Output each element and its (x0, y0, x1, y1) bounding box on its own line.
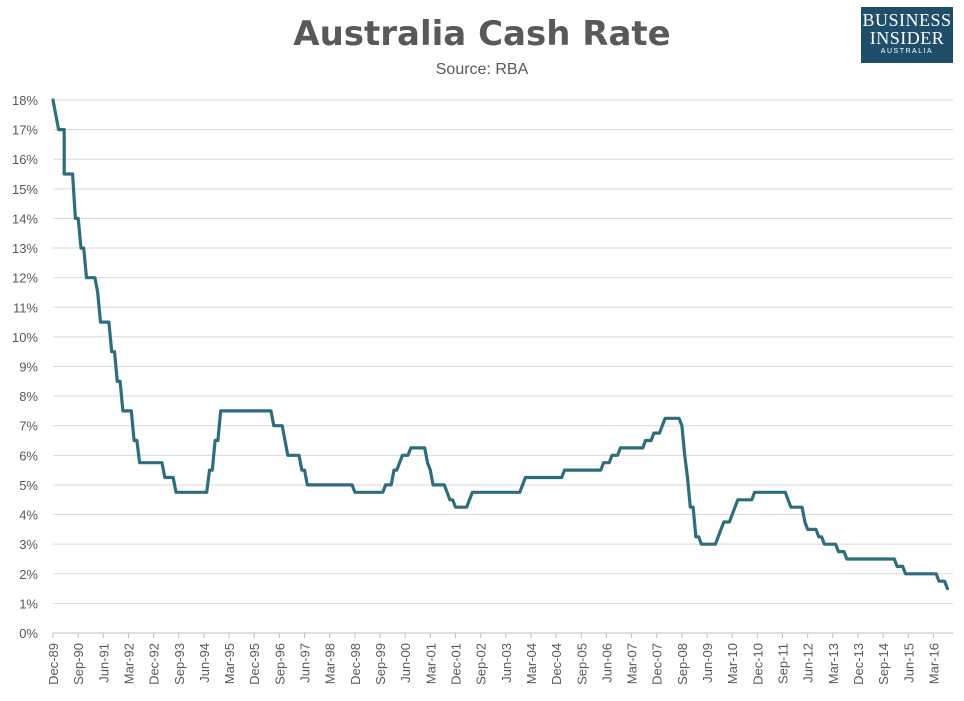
x-tick-label: Mar-98 (323, 643, 338, 684)
x-tick-label: Dec-07 (650, 643, 665, 685)
y-tick-label: 10% (12, 330, 38, 345)
y-tick-label: 5% (19, 478, 38, 493)
y-tick-label: 15% (12, 182, 38, 197)
x-tick-label: Mar-13 (826, 643, 841, 684)
x-tick-label: Dec-04 (549, 643, 564, 685)
x-tick-label: Sep-05 (574, 643, 589, 685)
x-tick-label: Dec-98 (348, 643, 363, 685)
x-tick-label: Dec-01 (448, 643, 463, 685)
x-tick-label: Mar-92 (121, 643, 136, 684)
y-tick-label: 14% (12, 211, 38, 226)
x-tick-label: Mar-16 (926, 643, 941, 684)
y-tick-label: 0% (19, 626, 38, 641)
x-tick-label: Mar-10 (725, 643, 740, 684)
x-tick-label: Sep-96 (272, 643, 287, 685)
logo-text-business: BUSINESS (862, 10, 952, 30)
chart-subtitle: Source: RBA (435, 61, 529, 78)
y-tick-label: 18% (12, 93, 38, 108)
x-tick-label: Jun-12 (801, 643, 816, 683)
x-tick-label: Sep-99 (373, 643, 388, 685)
x-tick-label: Sep-02 (474, 643, 489, 685)
x-tick-label: Dec-89 (46, 643, 61, 685)
y-tick-label: 17% (12, 123, 38, 138)
x-tick-label: Jun-00 (398, 643, 413, 683)
y-tick-label: 4% (19, 508, 38, 523)
x-tick-label: Jun-97 (298, 643, 313, 683)
y-tick-label: 8% (19, 389, 38, 404)
chart-title: Australia Cash Rate (293, 14, 671, 54)
x-tick-label: Dec-95 (247, 643, 262, 685)
y-tick-label: 7% (19, 419, 38, 434)
logo-text-insider: INSIDER (869, 28, 945, 48)
x-tick-label: Sep-93 (172, 643, 187, 685)
y-tick-label: 16% (12, 152, 38, 167)
y-tick-label: 12% (12, 271, 38, 286)
y-tick-label: 9% (19, 360, 38, 375)
y-tick-label: 6% (19, 448, 38, 463)
y-tick-label: 11% (13, 300, 38, 315)
x-tick-label: Jun-09 (700, 643, 715, 683)
x-tick-label: Mar-07 (625, 643, 640, 684)
x-tick-label: Jun-03 (499, 643, 514, 683)
x-tick-label: Sep-90 (71, 643, 86, 685)
x-tick-label: Sep-14 (876, 643, 891, 685)
cash-rate-series-line (51, 98, 949, 591)
x-tick-label: Jun-06 (599, 643, 614, 683)
x-tick-label: Jun-91 (96, 643, 111, 683)
business-insider-logo: BUSINESS INSIDER AUSTRALIA (861, 7, 953, 63)
y-tick-label: 2% (19, 567, 38, 582)
x-tick-label: Dec-92 (147, 643, 162, 685)
x-tick-label: Sep-08 (675, 643, 690, 685)
x-tick-label: Sep-11 (776, 643, 791, 684)
x-tick-label: Dec-10 (750, 643, 765, 685)
x-tick-label: Jun-15 (901, 643, 916, 683)
x-tick-label: Jun-94 (197, 643, 212, 683)
x-tick-label: Dec-13 (851, 643, 866, 685)
y-tick-label: 13% (12, 241, 38, 256)
x-tick-label: Mar-01 (423, 643, 438, 684)
x-tick-label: Mar-04 (524, 643, 539, 684)
x-tick-label: Mar-95 (222, 643, 237, 684)
y-tick-label: 1% (19, 596, 38, 611)
logo-text-australia: AUSTRALIA (880, 48, 934, 55)
y-tick-label: 3% (19, 537, 38, 552)
